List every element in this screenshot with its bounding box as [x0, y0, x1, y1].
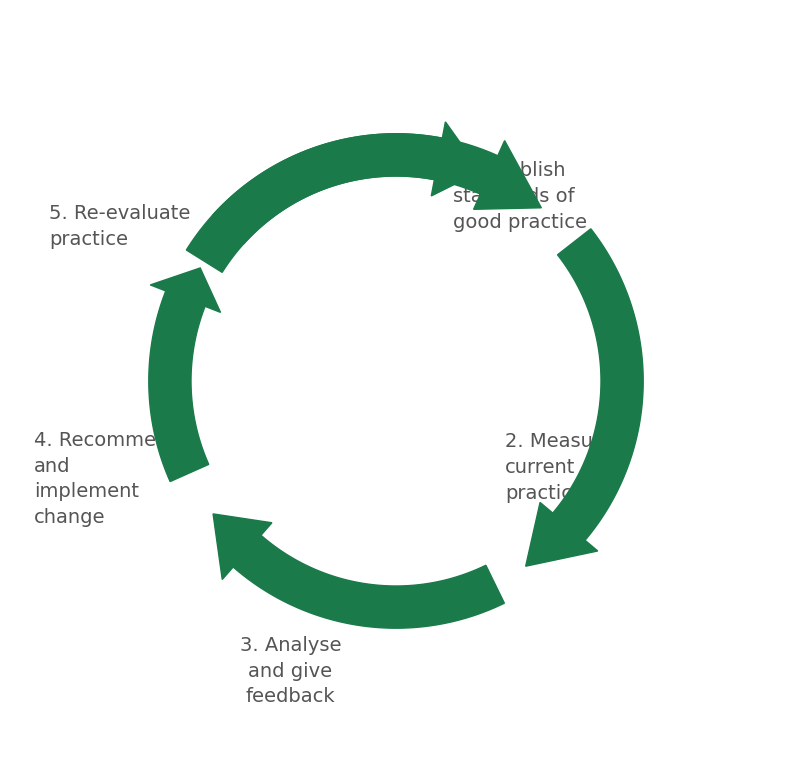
Text: 3. Analyse
and give
feedback: 3. Analyse and give feedback [240, 636, 341, 706]
Text: 5. Re-evaluate
practice: 5. Re-evaluate practice [49, 204, 191, 249]
Text: 1. Establish
standards of
good practice: 1. Establish standards of good practice [452, 161, 587, 232]
Text: 2. Measure
current
practice: 2. Measure current practice [505, 432, 613, 503]
Polygon shape [186, 134, 542, 272]
Text: 4. Recommend
and
implement
change: 4. Recommend and implement change [34, 431, 181, 527]
Polygon shape [213, 514, 505, 628]
Polygon shape [212, 122, 481, 244]
Polygon shape [526, 229, 643, 566]
Polygon shape [149, 268, 220, 482]
